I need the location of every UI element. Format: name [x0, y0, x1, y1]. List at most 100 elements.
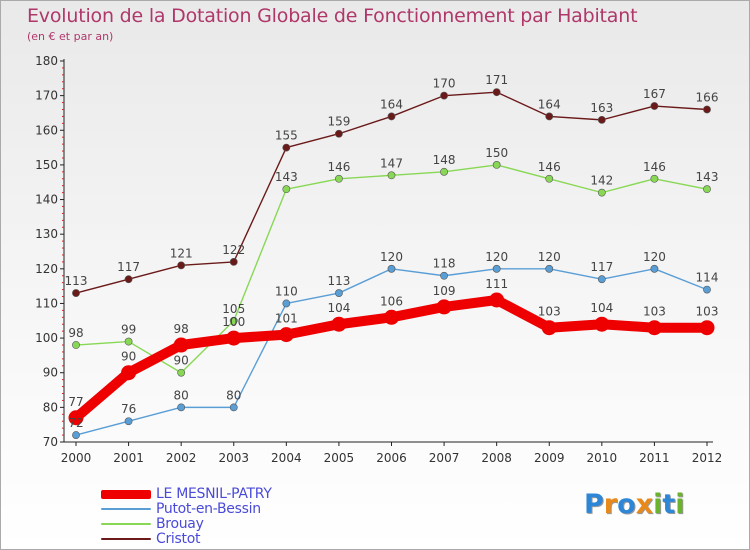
data-label-le-mesnil-patry: 77 [68, 395, 83, 409]
data-label-le-mesnil-patry: 100 [222, 315, 245, 329]
data-point-cristot [597, 115, 606, 124]
data-point-le-mesnil-patry [278, 327, 294, 343]
data-label-putot-en-bessin: 110 [275, 284, 298, 298]
data-label-le-mesnil-patry: 103 [696, 305, 719, 319]
logo-letter: t [662, 489, 676, 520]
data-label-cristot: 113 [65, 274, 88, 288]
data-label-le-mesnil-patry: 106 [380, 294, 403, 308]
data-point-cristot [387, 112, 396, 121]
data-point-brouay [72, 341, 80, 349]
data-point-brouay [440, 167, 448, 176]
legend-item-cristot: Cristot [101, 531, 201, 547]
data-point-cristot [282, 143, 291, 152]
data-label-cristot: 117 [117, 260, 140, 274]
data-point-le-mesnil-patry [699, 320, 715, 336]
data-point-brouay [387, 171, 396, 180]
data-label-putot-en-bessin: 120 [485, 250, 508, 264]
data-point-brouay [650, 174, 659, 183]
data-point-putot-en-bessin [440, 271, 448, 280]
y-tick-label: 110 [35, 296, 58, 310]
x-tick-label: 2003 [218, 451, 249, 465]
data-label-le-mesnil-patry: 104 [590, 301, 613, 315]
series-cristot [72, 88, 711, 297]
data-label-brouay: 150 [485, 146, 508, 160]
series-brouay [72, 161, 711, 377]
data-label-cristot: 163 [590, 101, 613, 115]
legend-label: Brouay [156, 516, 204, 532]
data-label-le-mesnil-patry: 90 [121, 350, 136, 364]
data-point-brouay [335, 174, 343, 183]
data-point-le-mesnil-patry [436, 299, 452, 315]
y-tick-label: 80 [43, 400, 58, 414]
data-point-brouay [124, 337, 133, 346]
logo-letter: o [617, 489, 636, 520]
data-label-brouay: 99 [121, 323, 136, 337]
logo-letter: r [603, 489, 618, 520]
data-point-brouay [282, 185, 291, 194]
series-putot-en-bessin [72, 264, 711, 439]
x-tick-label: 2008 [481, 451, 512, 465]
data-label-brouay: 146 [538, 160, 561, 174]
data-label-cristot: 164 [538, 97, 561, 111]
data-point-putot-en-bessin [229, 403, 238, 412]
data-label-le-mesnil-patry: 103 [538, 305, 561, 319]
x-tick-label: 2006 [376, 451, 407, 465]
data-point-le-mesnil-patry [121, 365, 137, 381]
data-point-putot-en-bessin [597, 275, 606, 284]
data-point-le-mesnil-patry [489, 292, 505, 308]
data-label-putot-en-bessin: 80 [174, 388, 189, 402]
data-point-cristot [703, 105, 711, 114]
x-tick-label: 2010 [587, 451, 618, 465]
data-label-putot-en-bessin: 72 [68, 416, 83, 430]
series-le-mesnil-patry [68, 292, 715, 426]
legend-label: Putot-en-Bessin [156, 501, 261, 517]
data-point-cristot [492, 88, 501, 97]
data-point-le-mesnil-patry [331, 316, 347, 332]
data-label-brouay: 147 [380, 156, 403, 170]
data-label-le-mesnil-patry: 101 [275, 312, 298, 326]
data-label-putot-en-bessin: 114 [696, 271, 719, 285]
data-point-brouay [545, 174, 554, 183]
logo-letter: x [635, 489, 654, 520]
data-point-putot-en-bessin [387, 264, 396, 273]
data-label-brouay: 146 [327, 160, 350, 174]
data-point-putot-en-bessin [545, 264, 554, 273]
data-label-cristot: 167 [643, 87, 666, 101]
legend-label: LE MESNIL-PATRY [156, 486, 272, 502]
x-tick-label: 2004 [271, 451, 302, 465]
legend-swatch [101, 538, 151, 540]
x-tick-label: 2007 [429, 451, 460, 465]
data-point-cristot [229, 257, 238, 266]
y-tick-label: 160 [35, 123, 58, 137]
y-tick-label: 120 [35, 262, 58, 276]
legend-swatch [101, 523, 151, 525]
data-label-le-mesnil-patry: 103 [643, 305, 666, 319]
legend-item-brouay: Brouay [101, 516, 204, 532]
data-label-le-mesnil-patry: 111 [485, 277, 508, 291]
data-point-cristot [124, 275, 133, 284]
data-label-brouay: 148 [433, 153, 456, 167]
data-point-le-mesnil-patry [173, 337, 189, 353]
data-label-putot-en-bessin: 113 [327, 274, 350, 288]
data-label-cristot: 155 [275, 129, 298, 143]
axes: 70 80 90 100 110 120 130 140 150 160 170 180 2000 200… [35, 54, 722, 465]
data-label-brouay: 143 [696, 170, 719, 184]
data-label-brouay: 143 [275, 170, 298, 184]
data-label-brouay: 142 [590, 174, 613, 188]
data-label-cristot: 159 [327, 115, 350, 129]
legend-swatch [101, 489, 151, 499]
data-point-putot-en-bessin [492, 264, 501, 273]
logo-letter: i [653, 489, 663, 520]
data-point-cristot [650, 102, 659, 110]
data-point-le-mesnil-patry [541, 320, 557, 336]
data-point-cristot [545, 112, 554, 121]
data-point-brouay [492, 161, 501, 169]
data-point-brouay [703, 185, 711, 194]
legend-item-le-mesnil-patry: LE MESNIL-PATRY [101, 486, 272, 502]
legend-label: Cristot [156, 531, 201, 547]
x-tick-label: 2011 [639, 451, 670, 465]
y-tick-label: 140 [35, 193, 58, 207]
logo-letter: P [584, 489, 604, 520]
